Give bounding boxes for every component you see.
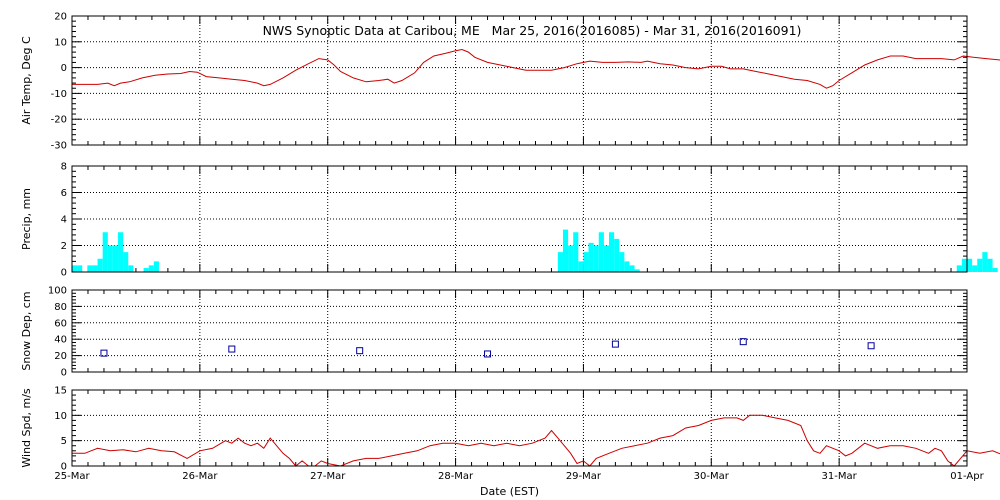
y-tick-label: 0 (61, 268, 67, 279)
precip-bar (562, 229, 569, 272)
snow-point (611, 340, 619, 348)
panel-4: 0 5 10 15 Wind Spd, m/s (20, 386, 1000, 473)
precip-bar (578, 261, 584, 272)
y-tick-label: 2 (61, 241, 67, 252)
snow-point (356, 347, 364, 355)
precip-bar (967, 258, 973, 272)
panel-frame (71, 389, 968, 467)
y-axis-label: Air Temp, Deg C (20, 36, 33, 125)
panel-frame (71, 15, 968, 146)
precip-bar (583, 252, 589, 272)
precip-bar (112, 245, 119, 272)
precip-bar (148, 265, 154, 272)
panel-frame (71, 165, 968, 273)
precip-bar (102, 232, 108, 272)
precip-bar (128, 265, 134, 272)
precip-bar (603, 245, 609, 272)
precip-bar (593, 245, 599, 272)
x-tick-label: 30-Mar (694, 471, 730, 482)
precip-bar (143, 268, 149, 272)
y-tick-label: 100 (48, 286, 67, 297)
panel-2: 0 2 4 6 8 Precip, mm (20, 162, 998, 279)
x-tick-label: 26-Mar (182, 471, 218, 482)
chart-title: NWS Synoptic Data at Caribou, ME Mar 25,… (263, 23, 802, 38)
precip-bar (977, 258, 983, 272)
precip-bar (619, 252, 625, 272)
precip-bar (629, 265, 635, 272)
precip-bar (107, 245, 113, 272)
precip-bar (961, 258, 967, 272)
x-tick-label: 01-Apr (950, 471, 984, 482)
y-tick-label: 0 (61, 462, 67, 473)
precip-bar (614, 238, 620, 272)
precip-bar (87, 265, 93, 272)
y-tick-label: -20 (51, 115, 67, 126)
panel-3: 0 20 40 60 80 100 Snow Dep, cm (20, 286, 968, 379)
precip-bar (992, 268, 998, 272)
y-tick-label: 0 (61, 368, 67, 379)
precip-bar (624, 261, 630, 272)
precip-bar (97, 258, 103, 272)
y-tick-label: 10 (54, 411, 67, 422)
snow-point (739, 338, 747, 346)
y-tick-label: 20 (54, 351, 67, 362)
y-tick-label: 40 (54, 335, 67, 346)
precip-bar (123, 252, 129, 272)
y-axis-label: Wind Spd, m/s (20, 388, 33, 468)
y-tick-label: 80 (54, 302, 67, 313)
y-tick-label: 20 (54, 12, 67, 23)
panel-frame (71, 289, 968, 373)
precip-bar (609, 232, 615, 272)
y-tick-label: 6 (61, 188, 67, 199)
y-tick-label: 0 (61, 63, 67, 74)
precip-bar (573, 232, 579, 272)
precip-bar (92, 265, 98, 272)
y-tick-label: 10 (54, 37, 67, 48)
precip-bar (634, 269, 640, 272)
precip-bar (982, 252, 988, 272)
y-axis-label: Precip, mm (20, 188, 33, 250)
precip-bar (568, 245, 574, 272)
x-tick-label: 31-Mar (822, 471, 858, 482)
snow-point (228, 345, 236, 353)
y-tick-label: -30 (51, 141, 67, 152)
snow-point (867, 342, 875, 350)
x-tick-label: 27-Mar (310, 471, 346, 482)
x-tick-label: 28-Mar (438, 471, 474, 482)
precip-bar (588, 242, 594, 272)
x-tick-label: 29-Mar (566, 471, 602, 482)
y-tick-label: -10 (51, 89, 67, 100)
y-tick-label: 15 (54, 386, 67, 397)
y-tick-label: 5 (61, 436, 67, 447)
x-tick-label: 25-Mar (54, 471, 90, 482)
y-tick-label: 4 (61, 215, 67, 226)
precip-bar (72, 265, 78, 272)
precip-bar (77, 265, 83, 272)
y-tick-label: 8 (61, 162, 67, 173)
precip-bar (598, 232, 604, 272)
panel-1: -30 -20 -10 0 10 20 Air Temp, Deg C (20, 12, 1000, 152)
precip-bar (972, 265, 978, 272)
series-line (72, 414, 1000, 467)
y-tick-label: 60 (54, 318, 67, 329)
series-line (72, 48, 1000, 89)
snow-point (484, 350, 492, 358)
precip-bar (118, 232, 124, 272)
y-axis-label: Snow Dep, cm (20, 291, 33, 370)
precip-bar (557, 252, 563, 272)
precip-bar (956, 265, 962, 272)
x-axis-label: Date (EST) (480, 485, 539, 498)
precip-bar (987, 258, 993, 272)
snow-point (100, 349, 108, 357)
precip-bar (153, 261, 159, 272)
